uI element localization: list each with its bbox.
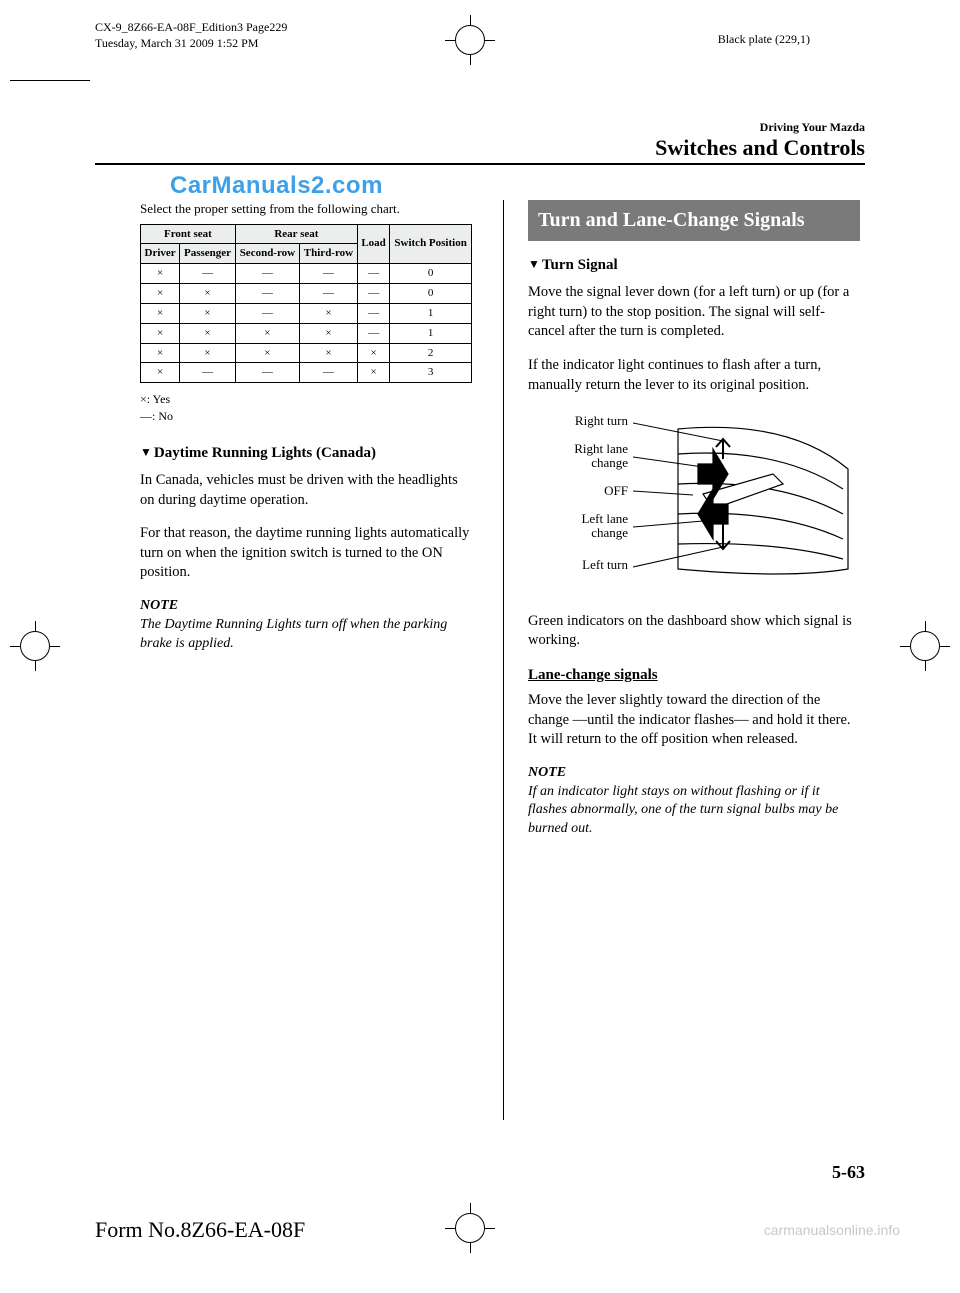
drl-paragraph-2: For that reason, the daytime running lig… <box>140 524 472 583</box>
th-load: Load <box>357 224 389 264</box>
th-passenger: Passenger <box>180 244 236 264</box>
table-cell: ― <box>357 303 389 323</box>
lane-change-p: Move the lever slightly toward the direc… <box>528 691 860 750</box>
table-row: ×××××2 <box>141 343 472 363</box>
table-cell: × <box>180 303 236 323</box>
table-row: ×―――×3 <box>141 363 472 383</box>
table-cell: ― <box>180 363 236 383</box>
section-title: Switches and Controls <box>95 135 865 161</box>
note-label: NOTE <box>140 597 472 616</box>
table-cell: × <box>180 343 236 363</box>
legend-no: ―: No <box>140 408 472 425</box>
drl-paragraph-1: In Canada, vehicles must be driven with … <box>140 471 472 510</box>
table-body: ×――――0××―――0××―×―1××××―1×××××2×―――×3 <box>141 264 472 383</box>
chapter-title: Driving Your Mazda <box>95 120 865 135</box>
lane-change-heading: Lane-change signals <box>528 665 860 685</box>
table-cell: ― <box>235 363 299 383</box>
table-row: ×――――0 <box>141 264 472 284</box>
diagram-label-right-lane-2: change <box>591 455 628 470</box>
table-cell: 2 <box>390 343 472 363</box>
th-switch-position: Switch Position <box>390 224 472 264</box>
turn-signal-p3: Green indicators on the dashboard show w… <box>528 612 860 651</box>
table-cell: ― <box>180 264 236 284</box>
diagram-label-right-lane-1: Right lane <box>574 441 628 456</box>
diagram-label-left-lane-2: change <box>591 525 628 540</box>
th-third-row: Third-row <box>300 244 358 264</box>
table-cell: 0 <box>390 284 472 304</box>
doc-id: CX-9_8Z66-EA-08F_Edition3 Page229 <box>95 20 287 36</box>
th-driver: Driver <box>141 244 180 264</box>
note-text: The Daytime Running Lights turn off when… <box>140 616 472 654</box>
table-cell: × <box>141 284 180 304</box>
right-column: Turn and Lane-Change Signals Turn Signal… <box>510 200 860 853</box>
table-cell: ― <box>300 284 358 304</box>
table-cell: × <box>141 343 180 363</box>
table-cell: × <box>300 343 358 363</box>
turn-signal-subheading: Turn Signal <box>528 255 860 275</box>
watermark-carmanuals2: CarManuals2.com <box>170 172 383 200</box>
table-cell: ― <box>300 363 358 383</box>
table-cell: 1 <box>390 303 472 323</box>
table-cell: × <box>357 343 389 363</box>
page-header: Driving Your Mazda Switches and Controls <box>95 120 865 165</box>
table-cell: × <box>235 343 299 363</box>
th-rear-seat: Rear seat <box>235 224 357 244</box>
print-timestamp: Tuesday, March 31 2009 1:52 PM <box>95 36 287 52</box>
table-legend: ×: Yes ―: No <box>140 391 472 425</box>
table-cell: ― <box>235 264 299 284</box>
table-cell: 0 <box>390 264 472 284</box>
table-row: ××××―1 <box>141 323 472 343</box>
registration-mark-right <box>900 621 950 671</box>
turn-signal-p2: If the indicator light continues to flas… <box>528 356 860 395</box>
table-cell: ― <box>357 284 389 304</box>
table-cell: × <box>180 323 236 343</box>
print-header: CX-9_8Z66-EA-08F_Edition3 Page229 Tuesda… <box>95 20 287 51</box>
registration-mark-left <box>10 621 60 671</box>
note-text-2: If an indicator light stays on without f… <box>528 783 860 840</box>
table-lead-text: Select the proper setting from the follo… <box>140 200 472 218</box>
table-row: ××―――0 <box>141 284 472 304</box>
table-cell: ― <box>357 264 389 284</box>
page-number: 5-63 <box>832 1162 865 1183</box>
table-cell: ― <box>300 264 358 284</box>
diagram-label-off: OFF <box>604 483 628 498</box>
table-cell: × <box>300 303 358 323</box>
table-cell: × <box>141 264 180 284</box>
turn-signal-diagram: Right turn Right lane change OFF Left la… <box>528 409 860 596</box>
table-cell: ― <box>235 284 299 304</box>
plate-info: Black plate (229,1) <box>718 32 810 47</box>
turn-signal-p1: Move the signal lever down (for a left t… <box>528 283 860 342</box>
note-label-2: NOTE <box>528 764 860 783</box>
content-area: Select the proper setting from the follo… <box>140 200 865 853</box>
form-number: Form No.8Z66-EA-08F <box>95 1217 305 1243</box>
table-cell: × <box>141 323 180 343</box>
turn-signals-block-title: Turn and Lane-Change Signals <box>528 200 860 241</box>
table-cell: × <box>357 363 389 383</box>
diagram-label-left-turn: Left turn <box>582 557 628 572</box>
diagram-label-left-lane-1: Left lane <box>581 511 628 526</box>
table-cell: ― <box>235 303 299 323</box>
th-second-row: Second-row <box>235 244 299 264</box>
registration-mark-top <box>445 15 495 65</box>
table-cell: × <box>141 363 180 383</box>
legend-yes: ×: Yes <box>140 391 472 408</box>
table-cell: × <box>300 323 358 343</box>
table-cell: × <box>141 303 180 323</box>
table-cell: × <box>180 284 236 304</box>
watermark-carmanualsonline: carmanualsonline.info <box>764 1222 900 1238</box>
table-cell: 1 <box>390 323 472 343</box>
seat-position-table: Front seat Rear seat Load Switch Positio… <box>140 224 472 384</box>
drl-heading: Daytime Running Lights (Canada) <box>140 443 472 463</box>
table-cell: ― <box>357 323 389 343</box>
registration-mark-bottom <box>445 1203 495 1253</box>
turn-signal-svg: Right turn Right lane change OFF Left la… <box>528 409 868 589</box>
table-cell: 3 <box>390 363 472 383</box>
crop-line <box>10 80 90 81</box>
left-column: Select the proper setting from the follo… <box>140 200 490 853</box>
table-row: ××―×―1 <box>141 303 472 323</box>
th-front-seat: Front seat <box>141 224 236 244</box>
table-cell: × <box>235 323 299 343</box>
diagram-label-right-turn: Right turn <box>575 413 629 428</box>
